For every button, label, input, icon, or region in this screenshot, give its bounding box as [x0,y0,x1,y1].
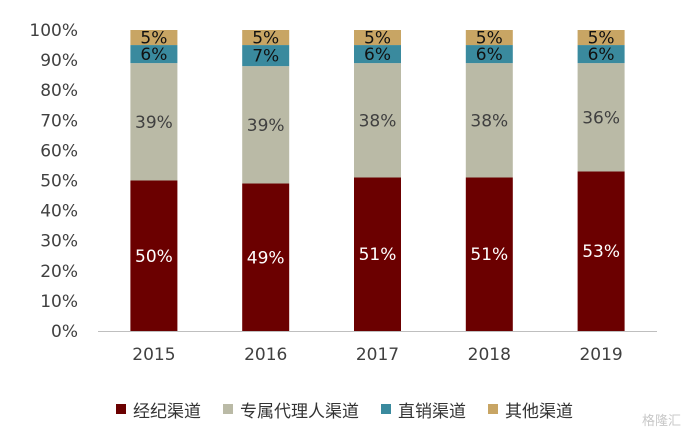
data-label: 51% [470,245,508,265]
x-tick-label: 2019 [579,345,622,365]
bar-segment [577,30,625,46]
data-label: 6% [140,45,167,65]
data-label: 51% [359,245,397,265]
bar-segment [242,45,290,67]
bar-segment [465,177,513,331]
data-label: 5% [140,29,167,49]
stacked-bar-chart: 0% 10% 20% 30% 40% 50% 60% 70% 80% 90% 100% 50% 39%… [29,21,657,365]
y-tick-label: 0% [51,322,78,342]
data-label: 53% [582,242,620,262]
bar-segment [577,171,625,331]
y-tick-label: 70% [40,111,78,131]
x-tick-label: 2018 [468,345,511,365]
bar-segment [130,63,178,181]
legend-item: 专属代理人渠道 [223,397,359,422]
x-tick-label: 2017 [356,345,399,365]
bar-segment [465,45,513,64]
y-tick-label: 100% [29,21,78,41]
data-label: 39% [135,113,173,133]
bar-segment [130,30,178,46]
data-label: 39% [247,116,285,136]
bar-segment [242,66,290,184]
legend-swatch [116,404,126,414]
legend-label: 直销渠道 [398,401,466,422]
data-label: 7% [252,47,279,67]
data-label: 38% [470,111,508,131]
bar-segment [465,30,513,46]
legend-swatch [488,404,498,414]
bar-segment [242,30,290,46]
bar-segment [130,45,178,64]
legend-item: 其他渠道 [488,397,573,422]
legend-swatch [381,404,391,414]
bar-segment [354,63,401,178]
data-label: 38% [359,111,397,131]
x-tick-label: 2015 [132,345,175,365]
data-label: 36% [582,108,620,128]
y-tick-label: 10% [40,292,78,312]
bar-segment [577,45,625,64]
x-axis: 2015 2016 2017 2018 2019 [98,331,657,365]
data-label: 5% [364,29,391,49]
bar-segment [577,63,625,172]
legend-label: 专属代理人渠道 [240,401,359,422]
y-tick-label: 40% [40,202,78,222]
bar-segment [354,30,401,46]
legend-swatch [223,404,233,414]
y-tick-label: 20% [40,262,78,282]
legend-label: 经纪渠道 [133,401,201,422]
data-label: 5% [588,29,615,49]
y-axis: 0% 10% 20% 30% 40% 50% 60% 70% 80% 90% 100% [29,21,78,342]
legend: 经纪渠道 专属代理人渠道 直销渠道 其他渠道 [0,394,689,424]
data-label: 50% [135,247,173,267]
data-label: 6% [364,45,391,65]
bar-segment [242,183,290,331]
legend-item: 经纪渠道 [116,397,201,422]
y-tick-label: 50% [40,172,78,192]
y-tick-label: 80% [40,81,78,101]
y-tick-label: 30% [40,232,78,252]
data-label: 5% [252,29,279,49]
data-label: 5% [476,29,503,49]
data-label: 49% [247,248,285,268]
bar-segment [130,180,178,331]
watermark: 格隆汇 [641,414,681,429]
bars: 50%39%6%5%49%39%7%5%51%38%6%5%51%38%6%5%… [130,29,625,331]
bar-segment [354,177,401,331]
x-tick-label: 2016 [244,345,287,365]
bar-segment [465,63,513,178]
y-tick-label: 90% [40,51,78,71]
legend-label: 其他渠道 [505,401,573,422]
legend-item: 直销渠道 [381,397,466,422]
bar-segment [354,45,401,64]
y-tick-label: 60% [40,141,78,161]
data-label: 6% [476,45,503,65]
data-label: 6% [588,45,615,65]
